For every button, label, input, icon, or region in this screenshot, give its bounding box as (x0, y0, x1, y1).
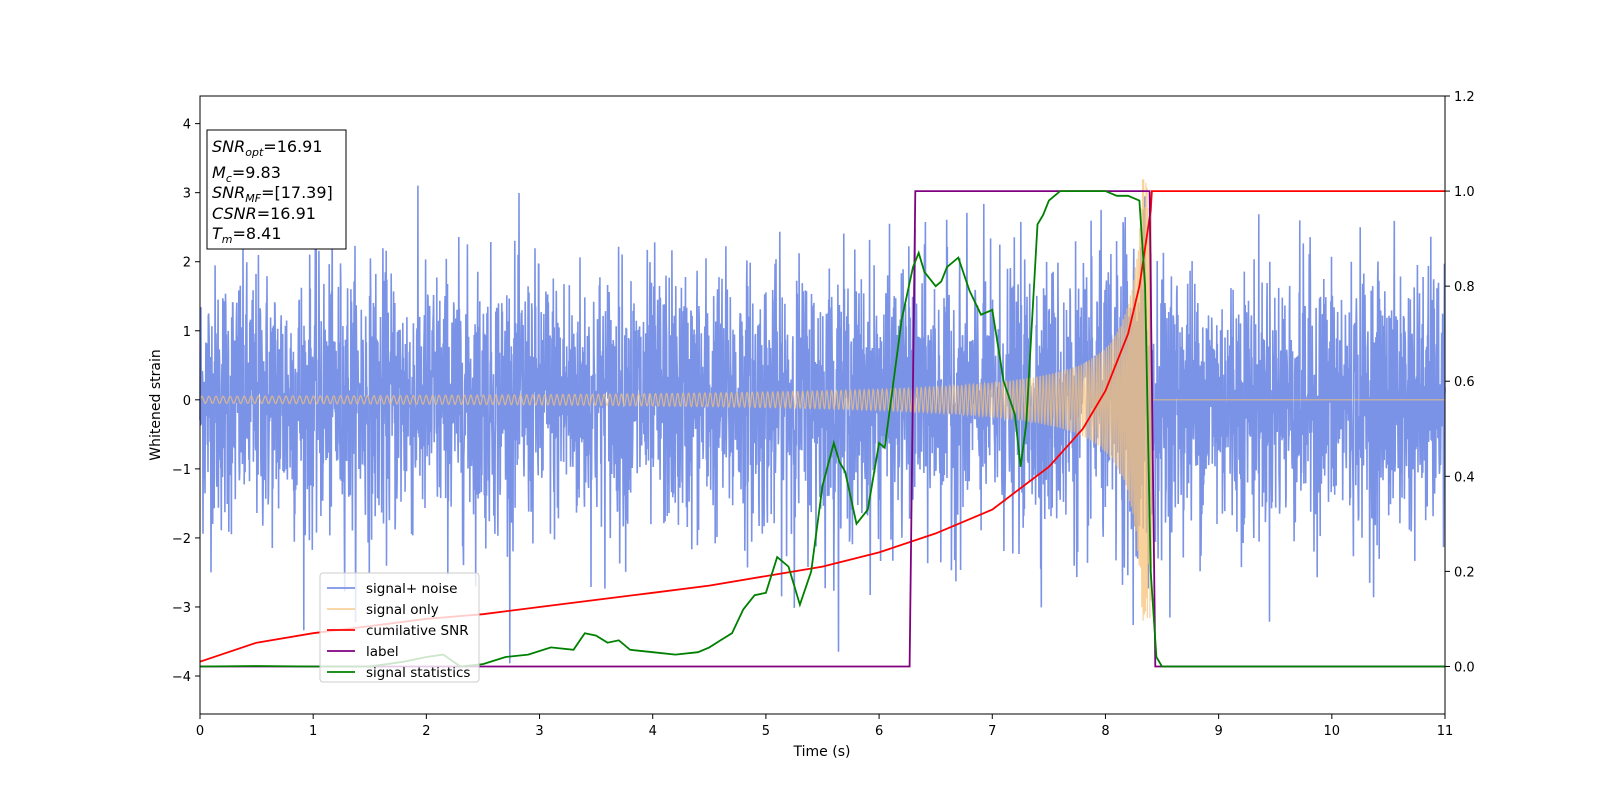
y2-tick-label: 0.6 (1454, 375, 1475, 390)
legend-label: signal+ noise (366, 581, 457, 597)
y2-tick-label: 1.0 (1454, 185, 1475, 200)
x-tick-label: 7 (988, 724, 996, 739)
x-tick-label: 3 (535, 724, 543, 739)
info-csnr: CSNR=16.91 (212, 204, 316, 223)
x-tick-label: 0 (196, 724, 204, 739)
y-tick-label: −2 (172, 532, 191, 547)
info-box: SNRopt=16.91 Mc=9.83 SNRMF=[17.39] CSNR=… (206, 129, 347, 250)
series-signal-noise (199, 185, 1446, 664)
x-tick-label: 5 (762, 724, 770, 739)
signal-line (199, 179, 1445, 621)
y-tick-label: 0 (183, 394, 191, 409)
x-axis-label: Time (s) (793, 744, 851, 760)
y-axis-left: −4 −3 −2 −1 0 1 2 3 4 (172, 118, 200, 685)
y-tick-label: −1 (172, 463, 191, 478)
plot-frame (199, 95, 1446, 715)
y-tick-label: −4 (172, 670, 191, 685)
legend-label: signal statistics (366, 665, 470, 681)
legend-frame (319, 572, 480, 683)
y-tick-label: 3 (183, 187, 191, 202)
x-axis: 0 1 2 3 4 5 6 7 8 9 10 11 (196, 714, 1453, 739)
legend-label: signal only (366, 602, 439, 618)
legend-label: cumilative SNR (366, 623, 469, 639)
legend-label: label (366, 644, 399, 660)
y-tick-label: 4 (183, 118, 191, 133)
info-mc: Mc=9.83 (212, 163, 281, 185)
x-tick-label: 9 (1214, 724, 1222, 739)
y-axis-right: 0.0 0.2 0.4 0.6 0.8 1.0 1.2 (1445, 90, 1475, 675)
x-tick-label: 4 (649, 724, 657, 739)
y-axis-label: Whitened strain (148, 349, 164, 460)
x-tick-label: 6 (875, 724, 883, 739)
y2-tick-label: 0.2 (1454, 565, 1475, 580)
legend: signal+ noise signal only cumilative SNR la… (319, 572, 480, 683)
y2-tick-label: 1.2 (1454, 90, 1475, 105)
info-snr-opt: SNRopt=16.91 (212, 137, 323, 159)
x-tick-label: 10 (1324, 724, 1341, 739)
series-signal-only (199, 179, 1445, 621)
line-signal-statistics (199, 190, 1445, 668)
y-tick-label: 2 (183, 256, 191, 271)
x-tick-label: 2 (422, 724, 430, 739)
info-tm: Tm=8.41 (212, 224, 282, 246)
info-snr-mf: SNRMF=[17.39] (212, 183, 333, 205)
x-tick-label: 8 (1101, 724, 1109, 739)
x-tick-label: 1 (309, 724, 317, 739)
y2-tick-label: 0.8 (1454, 280, 1475, 295)
info-box-frame (206, 129, 347, 250)
y-tick-label: −3 (172, 601, 191, 616)
y2-tick-label: 0.4 (1454, 470, 1475, 485)
x-tick-label: 11 (1437, 724, 1454, 739)
y2-tick-label: 0.0 (1454, 660, 1475, 675)
noise-line (199, 185, 1446, 664)
y-tick-label: 1 (183, 325, 191, 340)
